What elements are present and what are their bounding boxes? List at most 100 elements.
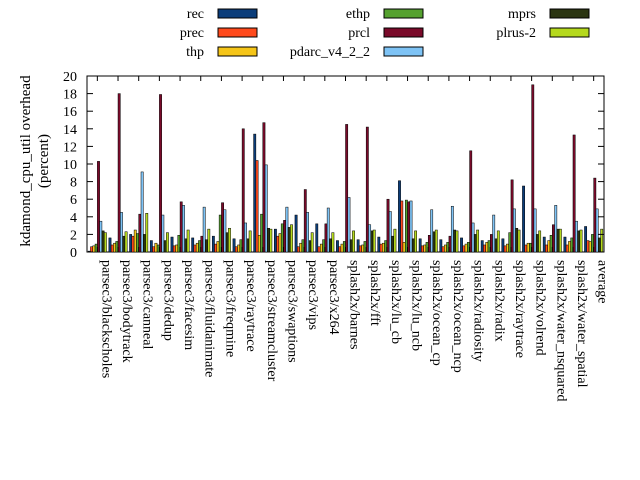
bar-mprs-22 (556, 228, 560, 253)
x-tick-label: parsec3/blackscholes (98, 260, 113, 378)
x-tick-label: parsec3/raytrace (243, 260, 258, 352)
bar-prec-18 (462, 245, 466, 253)
bar-prec-11 (317, 246, 321, 253)
bar-mprs-18 (473, 234, 477, 253)
bar-thp-20 (506, 243, 509, 253)
bar-prec-8 (255, 160, 259, 253)
bar-pdarc_v4_2_2-9 (285, 206, 289, 253)
x-tick-label: splash2x/radix (491, 260, 506, 342)
bar-mprs-3 (163, 240, 167, 253)
bar-prcl-18 (469, 150, 473, 253)
x-tick-label: parsec3/dedup (160, 260, 175, 341)
bar-prec-3 (152, 246, 156, 253)
y-tick-label: 0 (70, 246, 77, 261)
x-tick-label: splash2x/ocean_ncp (450, 260, 465, 373)
bar-prec-14 (379, 243, 383, 253)
legend-swatch-prcl (383, 27, 424, 38)
bars (87, 84, 604, 253)
legend-label-pdarc_v4_2_2: pdarc_v4_2_2 (290, 45, 370, 60)
legend: rec prec thp ethp prcl pdarc_v4_2_2 mprs plrus-… (180, 7, 590, 60)
bar-rec-1 (108, 237, 112, 253)
bar-rec-6 (211, 235, 215, 253)
bar-thp-14 (382, 242, 385, 253)
bar-mprs-15 (411, 238, 415, 253)
bar-thp-9 (278, 233, 282, 253)
bar-prcl-23 (572, 134, 576, 253)
bar-ethp-15 (404, 199, 408, 253)
bar-plrus-2-1 (124, 231, 128, 253)
bar-thp-6 (216, 241, 220, 253)
bar-mprs-14 (391, 235, 395, 253)
x-tick-label: splash2x/raytrace (512, 260, 527, 358)
bar-pdarc_v4_2_2-6 (223, 209, 227, 253)
bar-prec-20 (503, 245, 507, 253)
bar-thp-15 (402, 242, 406, 253)
bar-plrus-2-21 (538, 230, 542, 253)
bar-mprs-23 (577, 230, 581, 253)
bar-mprs-6 (225, 232, 229, 253)
bar-rec-17 (439, 239, 443, 253)
y-axis: 0 2 4 6 8 10 12 14 16 18 20 (63, 70, 604, 261)
bar-prec-24 (586, 240, 590, 253)
bar-mprs-16 (432, 231, 436, 253)
legend-label-prcl: prcl (348, 26, 370, 41)
bar-thp-0 (92, 245, 96, 253)
bar-prcl-2 (138, 213, 142, 253)
bar-prcl-13 (365, 126, 369, 253)
bar-pdarc_v4_2_2-2 (140, 171, 144, 253)
bar-mprs-10 (308, 240, 312, 253)
bar-plrus-2-19 (496, 230, 500, 253)
legend-swatch-rec (217, 8, 258, 19)
y-tick-label: 10 (63, 158, 77, 173)
bar-prec-16 (421, 245, 424, 253)
bar-prec-13 (359, 245, 362, 253)
bar-rec-8 (253, 133, 257, 253)
y-axis-title: kdamond_cpu_util overhead (percent) (18, 75, 52, 247)
y-axis-title-line: kdamond_cpu_util overhead (18, 75, 34, 247)
bar-prec-17 (441, 246, 445, 253)
bar-prcl-0 (97, 161, 100, 253)
bar-pdarc_v4_2_2-10 (306, 212, 309, 253)
bar-thp-21 (526, 242, 530, 253)
bar-prec-7 (234, 246, 238, 253)
x-tick-label: splash2x/lu_cb (388, 260, 403, 344)
bar-pdarc_v4_2_2-12 (347, 197, 351, 253)
bar-prec-2 (131, 235, 135, 253)
bar-pdarc_v4_2_2-22 (554, 205, 558, 253)
bar-rec-16 (418, 238, 422, 253)
bar-plrus-2-14 (393, 228, 397, 253)
x-tick-label: parsec3/canneal (140, 260, 155, 349)
bar-pdarc_v4_2_2-7 (244, 222, 247, 253)
bar-rec-3 (149, 240, 153, 253)
bar-pdarc_v4_2_2-4 (182, 205, 185, 253)
bar-rec-22 (542, 236, 546, 253)
bar-mprs-13 (370, 230, 374, 253)
bar-thp-24 (588, 241, 592, 253)
bar-thp-13 (361, 244, 365, 253)
legend-swatch-pdarc_v4_2_2 (383, 46, 424, 57)
bar-thp-22 (547, 240, 551, 253)
bar-prec-12 (338, 246, 342, 253)
y-tick-label: 12 (63, 140, 77, 155)
bar-plrus-2-6 (228, 227, 231, 253)
x-tick-label: splash2x/water_spatial (574, 260, 589, 388)
y-tick-label: 20 (63, 70, 77, 85)
bar-plrus-2-5 (207, 228, 211, 253)
bar-plrus-2-3 (166, 232, 169, 253)
bar-prec-10 (296, 246, 300, 253)
bar-plrus-2-10 (310, 232, 314, 253)
bar-prec-15 (400, 200, 404, 253)
y-tick-label: 14 (63, 123, 77, 138)
y-tick-label: 18 (63, 88, 77, 103)
bar-mprs-20 (515, 227, 519, 253)
x-tick-label: splash2x/water_nsquared (553, 260, 568, 402)
bar-pdarc_v4_2_2-1 (120, 212, 123, 253)
bar-ethp-6 (218, 214, 222, 253)
bar-prec-1 (110, 244, 114, 253)
bar-mprs-12 (349, 239, 353, 253)
legend-label-plrus-2: plrus-2 (496, 26, 536, 41)
legend-swatch-ethp (383, 8, 424, 19)
bar-thp-1 (113, 242, 116, 253)
bar-plrus-2-4 (186, 229, 190, 253)
bar-plrus-2-2 (145, 213, 149, 253)
